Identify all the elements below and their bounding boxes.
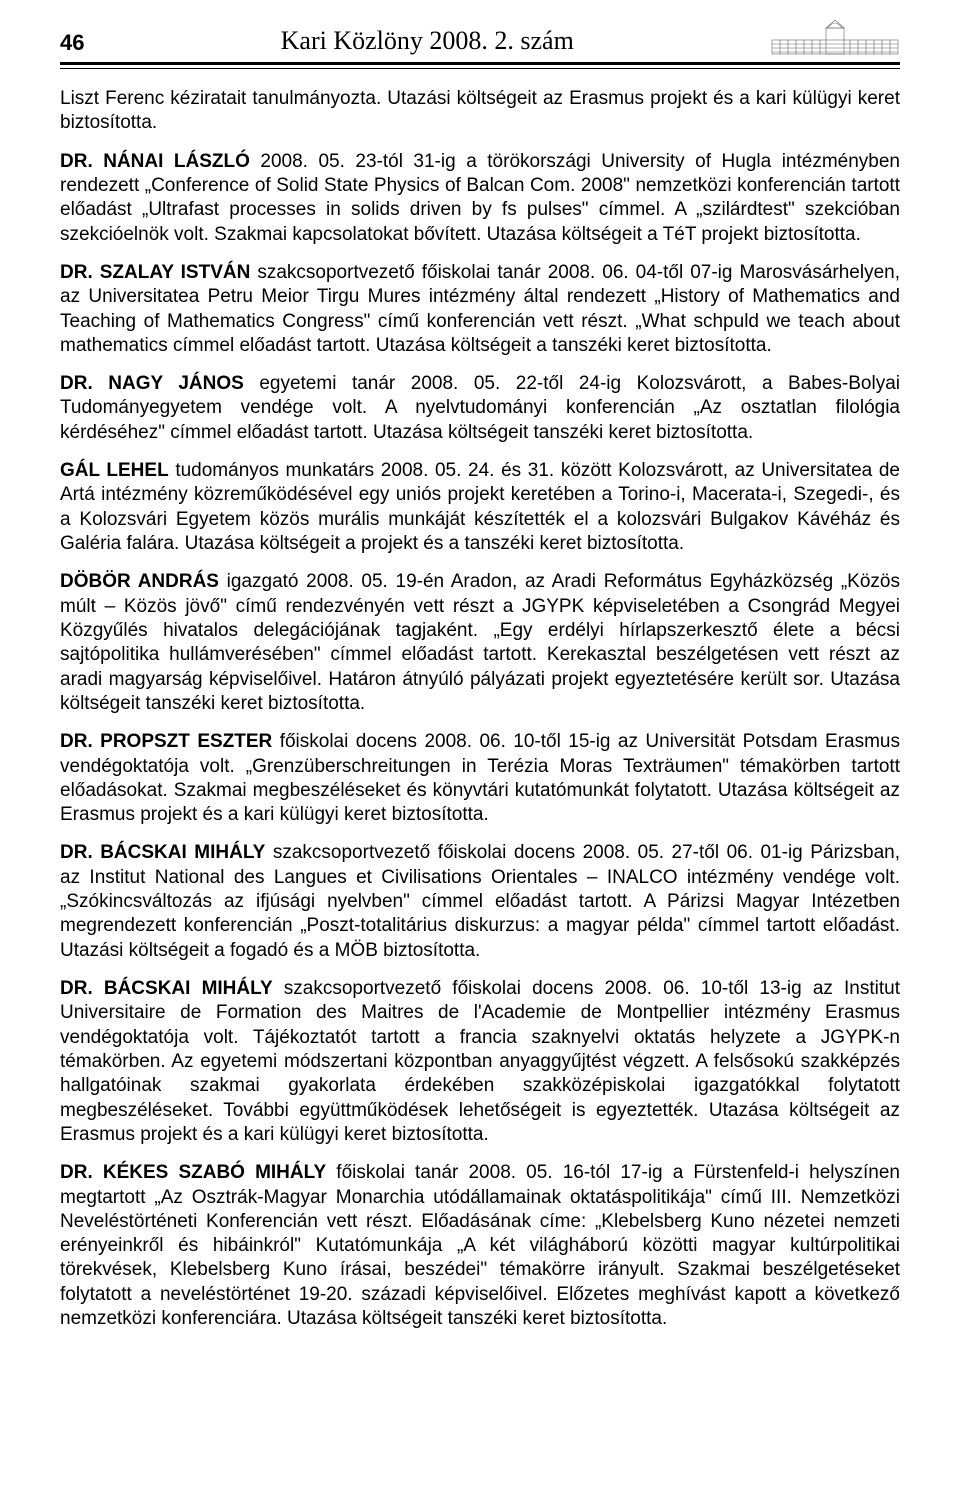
paragraph-lead-name: DR. SZALAY ISTVÁN (60, 262, 250, 283)
paragraph: DR. KÉKES SZABÓ MIHÁLY főiskolai tanár 2… (60, 1161, 900, 1331)
header-building-icon (770, 18, 900, 56)
header-double-rule (60, 62, 900, 69)
page-container: 46 Kari Közlöny 2008. 2. szám (0, 0, 960, 1375)
paragraph-text: főiskolai tanár 2008. 05. 16-tól 17-ig a… (60, 1162, 900, 1329)
paragraph-lead-name: DR. BÁCSKAI MIHÁLY (60, 978, 273, 999)
page-header: 46 Kari Közlöny 2008. 2. szám (60, 18, 900, 60)
paragraph-lead-name: GÁL LEHEL (60, 460, 169, 481)
paragraph: DÖBÖR ANDRÁS igazgató 2008. 05. 19-én Ar… (60, 570, 900, 716)
page-number: 46 (60, 30, 84, 56)
paragraph-lead-name: DR. KÉKES SZABÓ MIHÁLY (60, 1162, 326, 1183)
paragraph-lead-name: DÖBÖR ANDRÁS (60, 571, 219, 592)
paragraph: DR. NAGY JÁNOS egyetemi tanár 2008. 05. … (60, 372, 900, 445)
paragraph-text: Liszt Ferenc kéziratait tanulmányozta. U… (60, 88, 900, 133)
paragraph-lead-name: DR. BÁCSKAI MIHÁLY (60, 842, 265, 863)
paragraph: DR. BÁCSKAI MIHÁLY szakcsoportvezető fői… (60, 841, 900, 963)
paragraph: DR. BÁCSKAI MIHÁLY szakcsoportvezető fői… (60, 977, 900, 1147)
paragraph-lead-name: DR. PROPSZT ESZTER (60, 731, 272, 752)
body-text-container: Liszt Ferenc kéziratait tanulmányozta. U… (60, 87, 900, 1331)
paragraph-text: szakcsoportvezető főiskolai docens 2008.… (60, 978, 900, 1145)
paragraph-lead-name: DR. NAGY JÁNOS (60, 373, 244, 394)
paragraph: GÁL LEHEL tudományos munkatárs 2008. 05.… (60, 459, 900, 556)
paragraph: DR. PROPSZT ESZTER főiskolai docens 2008… (60, 730, 900, 827)
paragraph: Liszt Ferenc kéziratait tanulmányozta. U… (60, 87, 900, 136)
paragraph-text: igazgató 2008. 05. 19-én Aradon, az Arad… (60, 571, 900, 714)
paragraph: DR. SZALAY ISTVÁN szakcsoportvezető főis… (60, 261, 900, 358)
paragraph: DR. NÁNAI LÁSZLÓ 2008. 05. 23-tól 31-ig … (60, 150, 900, 247)
paragraph-lead-name: DR. NÁNAI LÁSZLÓ (60, 151, 250, 172)
paragraph-text: tudományos munkatárs 2008. 05. 24. és 31… (60, 460, 900, 554)
journal-title: Kari Közlöny 2008. 2. szám (84, 26, 770, 56)
